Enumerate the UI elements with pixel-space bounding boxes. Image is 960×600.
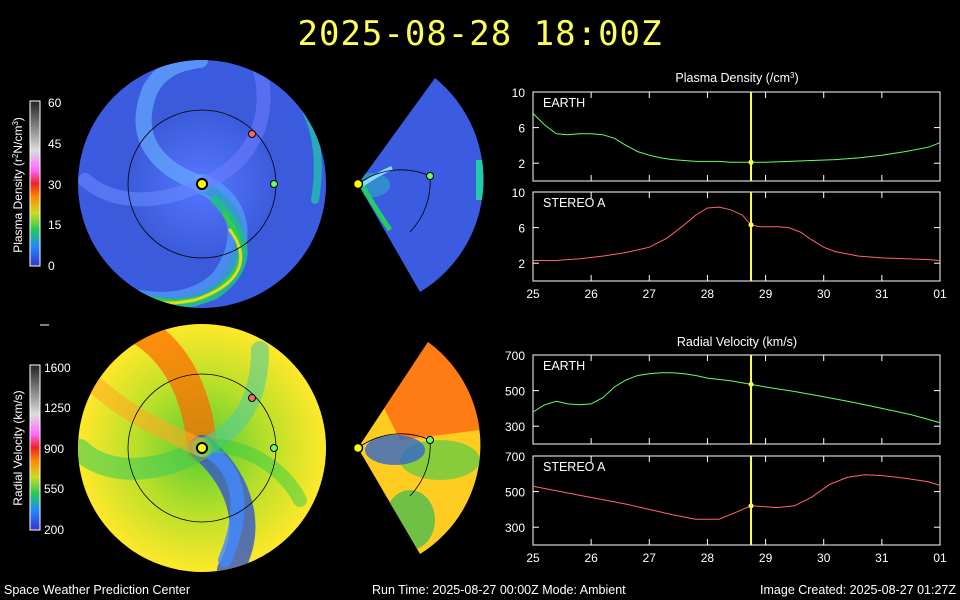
velocity-colorbar: 1600 1250 900 550 200 Radial Velocity (k…: [11, 361, 71, 537]
footer-run-info: Run Time: 2025-08-27 00:00Z Mode: Ambien…: [372, 583, 626, 597]
y-tick-label: 500: [505, 486, 525, 500]
stereo-a-marker: [248, 130, 256, 138]
density-colorbar-tick: 0: [48, 259, 55, 273]
y-tick-label: 10: [512, 186, 526, 200]
y-tick-label: 2: [518, 257, 525, 271]
sun-marker: [352, 178, 364, 190]
y-tick-label: 300: [505, 521, 525, 535]
footer-organization: Space Weather Prediction Center: [4, 583, 190, 597]
x-tick-label: 31: [875, 287, 889, 301]
density-colorbar-tick: 45: [48, 137, 62, 151]
earth-marker: [270, 180, 278, 188]
series-line: [532, 474, 941, 520]
timeseries-panel: 700 500 300 EARTH: [505, 349, 941, 445]
x-tick-label: 25: [526, 551, 540, 565]
x-tick-label: 26: [584, 551, 598, 565]
current-value-point: [748, 159, 754, 165]
density-colorbar: 60 45 30 15 0 Plasma Density (r2N/cm3): [11, 96, 62, 273]
panel-label: STEREO A: [543, 460, 606, 474]
panel-frame: [532, 455, 941, 546]
x-tick-label: 28: [701, 551, 715, 565]
x-tick-label: 29: [759, 551, 773, 565]
velocity-colorbar-label: Radial Velocity (km/s): [11, 390, 25, 505]
current-value-point: [748, 222, 754, 228]
x-tick-label: 27: [643, 287, 657, 301]
sun-marker: [352, 442, 364, 454]
earth-marker: [426, 436, 434, 444]
earth-marker: [270, 444, 278, 452]
y-tick-label: 2: [518, 157, 525, 171]
density-colorbar-label: Plasma Density (r2N/cm3): [11, 117, 25, 253]
density-ecliptic-disk: [78, 60, 326, 308]
x-tick-label: 26: [584, 287, 598, 301]
series-line: [532, 113, 941, 163]
panel-label: STEREO A: [543, 196, 606, 210]
earth-marker: [426, 172, 434, 180]
series-line: [532, 372, 941, 424]
panel-frame: [532, 191, 941, 282]
velocity-colorbar-tick: 1250: [44, 401, 71, 415]
x-tick-label: 25: [526, 287, 540, 301]
y-tick-label: 300: [505, 420, 525, 434]
velocity-colorbar-tick: 1600: [44, 361, 71, 375]
density-chart-title: Plasma Density (/cm3): [675, 71, 798, 85]
timeseries-panel: 700 500 300 25 26 27 28 29 30 31 01 STEREO A: [505, 450, 947, 565]
velocity-colorbar-tick: 550: [44, 482, 64, 496]
density-colorbar-tick: 30: [48, 178, 62, 192]
y-tick-label: 700: [505, 349, 525, 363]
y-tick-label: 500: [505, 385, 525, 399]
x-tick-label: 30: [817, 551, 831, 565]
y-tick-label: 10: [512, 86, 526, 100]
velocity-colorbar-tick: 900: [44, 442, 64, 456]
timeseries-panel: 10 6 2 EARTH: [512, 86, 941, 182]
series-line: [533, 206, 941, 261]
timeseries-panel: 10 6 2 25 26 27 28 29 30 31 01 STEREO A: [512, 186, 947, 301]
x-tick-label: 30: [817, 287, 831, 301]
x-tick-label: 01: [933, 551, 947, 565]
density-meridional-wedge: [352, 78, 484, 292]
stereo-a-marker: [248, 394, 256, 402]
velocity-meridional-wedge: [352, 342, 481, 554]
density-colorbar-tick: 60: [48, 96, 62, 110]
density-colorbar-tick: 15: [48, 218, 62, 232]
forecast-timestamp: 2025-08-28 18:00Z: [297, 14, 663, 54]
x-tick-label: 28: [701, 287, 715, 301]
panel-frame: [532, 91, 941, 182]
velocity-chart-title: Radial Velocity (km/s): [677, 335, 797, 349]
sun-marker: [196, 178, 208, 190]
y-tick-label: 6: [518, 222, 525, 236]
x-tick-label: 31: [875, 551, 889, 565]
velocity-ecliptic-disk: [78, 324, 326, 572]
footer-image-created: Image Created: 2025-08-27 01:27Z: [760, 583, 956, 597]
panel-frame: [532, 354, 941, 445]
sun-marker: [196, 442, 208, 454]
x-tick-label: 27: [643, 551, 657, 565]
x-tick-label: 29: [759, 287, 773, 301]
current-value-point: [748, 503, 754, 509]
current-value-point: [748, 381, 754, 387]
y-tick-label: 700: [505, 450, 525, 464]
velocity-colorbar-tick: 200: [44, 523, 64, 537]
x-tick-label: 01: [933, 287, 947, 301]
panel-label: EARTH: [543, 359, 585, 373]
y-tick-label: 6: [518, 122, 525, 136]
panel-label: EARTH: [543, 96, 585, 110]
